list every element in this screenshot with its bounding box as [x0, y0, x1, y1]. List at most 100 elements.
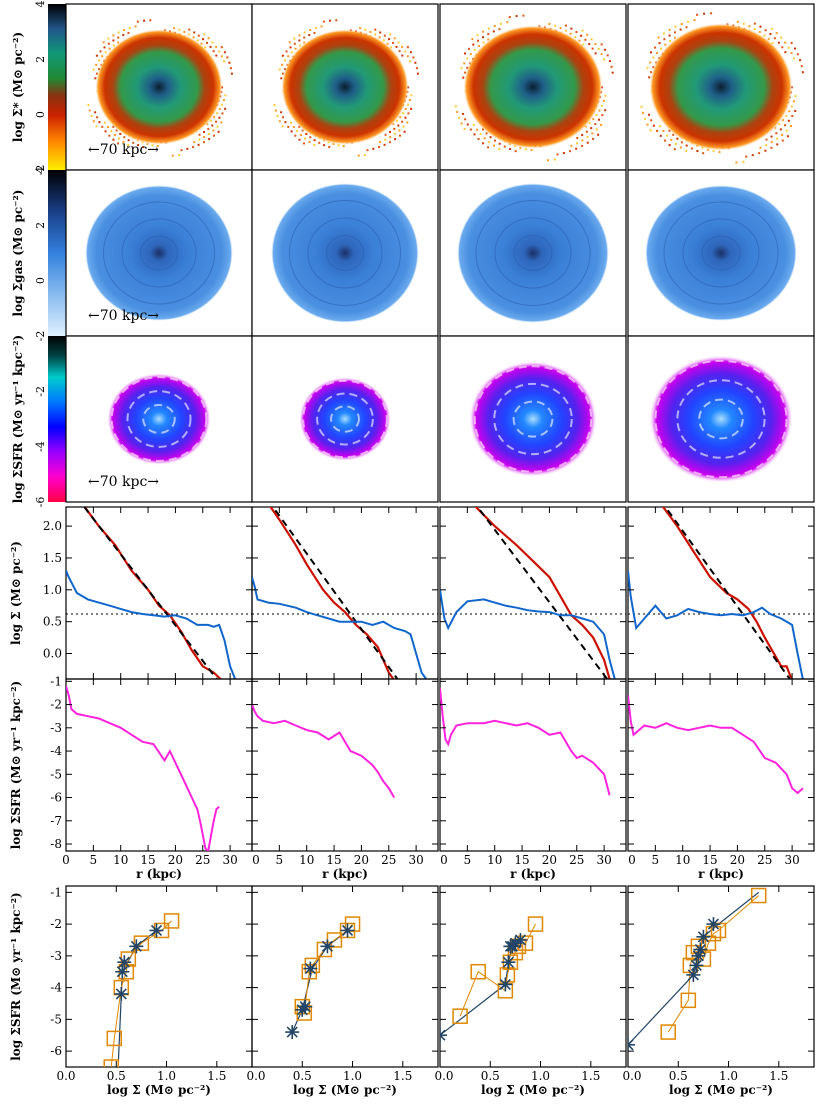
- star-particle: [406, 55, 409, 58]
- star-particle: [211, 41, 214, 44]
- star-particle: [696, 150, 699, 153]
- star-particle: [379, 31, 382, 34]
- x-tick-label: 10: [675, 853, 690, 867]
- star-particle: [94, 77, 97, 80]
- star-particle: [273, 104, 276, 107]
- star-particle: [753, 27, 756, 30]
- star-particle: [779, 128, 782, 131]
- star-particle: [641, 111, 644, 114]
- star-particle: [745, 155, 748, 158]
- star-particle: [92, 120, 95, 123]
- y-tick-label: 2.0: [43, 519, 62, 533]
- star-particle: [759, 25, 762, 28]
- x-tick-label: 0.0: [622, 1069, 641, 1083]
- plot-frame: [439, 506, 627, 680]
- plot-data: [440, 916, 544, 1043]
- star-particle: [608, 60, 611, 63]
- profile-panel: [439, 506, 627, 680]
- stellar-profile-line: [474, 507, 611, 679]
- colorbar-tick-label: -2: [34, 165, 47, 176]
- star-particle: [404, 50, 407, 53]
- star-particle: [659, 125, 662, 128]
- star-particle: [787, 46, 790, 49]
- star-particle: [668, 28, 671, 31]
- x-tick-label: 1.5: [581, 1069, 600, 1083]
- y-tick-label: 0.0: [43, 647, 62, 661]
- star-particle: [188, 33, 191, 36]
- star-particle: [785, 114, 788, 117]
- gas-map-panel: [439, 169, 627, 337]
- star-particle: [414, 61, 417, 64]
- x-tick-label: 0.5: [481, 1069, 500, 1083]
- star-particle: [575, 31, 578, 34]
- star-particle: [763, 34, 766, 37]
- star-particle: [192, 36, 195, 39]
- star-particle: [281, 54, 284, 57]
- star-particle: [410, 94, 413, 97]
- star-particle: [401, 120, 404, 123]
- plot-data: [66, 685, 220, 851]
- star-particle: [482, 142, 485, 145]
- stars-map-ylabel: log Σ* (M⊙ pc⁻²): [11, 32, 25, 142]
- star-particle: [119, 132, 122, 135]
- star-particle: [104, 51, 107, 54]
- star-particle: [493, 144, 496, 147]
- star-particle: [207, 37, 210, 40]
- sfr-panel: [251, 678, 439, 852]
- star-particle: [99, 50, 102, 53]
- star-particle: [590, 38, 593, 41]
- star-particle: [742, 22, 745, 25]
- star-particle: [391, 41, 394, 44]
- star-particle: [374, 33, 377, 36]
- star-particle: [654, 46, 657, 49]
- star-particle: [611, 71, 614, 74]
- stellar-profile-line: [661, 507, 793, 679]
- star-particle: [673, 148, 676, 151]
- star-particle: [458, 116, 461, 119]
- star-particle: [759, 146, 762, 149]
- ks-star-point: [513, 932, 528, 947]
- star-particle: [207, 132, 210, 135]
- star-particle: [586, 141, 589, 144]
- plot-data: [66, 507, 252, 679]
- star-particle: [799, 59, 802, 62]
- star-particle: [198, 133, 201, 136]
- star-particle: [132, 141, 135, 144]
- star-particle: [404, 108, 407, 111]
- plot-data: [628, 507, 814, 679]
- star-particle: [503, 145, 506, 148]
- star-particle: [598, 109, 601, 112]
- x-tick-label: 5: [652, 853, 660, 867]
- star-particle: [581, 29, 584, 32]
- star-particle: [570, 144, 573, 147]
- star-particle: [382, 39, 385, 42]
- star-particle: [673, 31, 676, 34]
- star-particle: [220, 46, 223, 49]
- colorbar-tick-label: -2: [34, 386, 47, 397]
- ks-star-point: [340, 923, 355, 938]
- star-particle: [498, 28, 501, 31]
- star-particle: [393, 127, 396, 130]
- spiral-gap: [302, 379, 388, 459]
- star-particle: [401, 45, 404, 48]
- x-tick-label: 15: [326, 853, 341, 867]
- plot-data: [440, 688, 611, 796]
- star-particle: [107, 42, 110, 45]
- star-particle: [786, 135, 789, 138]
- star-particle: [398, 129, 401, 132]
- star-particle: [397, 41, 400, 44]
- x-tick-label: 15: [140, 853, 155, 867]
- star-particle: [230, 72, 233, 75]
- star-particle: [790, 105, 793, 108]
- x-tick-label: 15: [702, 853, 717, 867]
- star-particle: [282, 116, 285, 119]
- star-particle: [402, 125, 405, 128]
- star-particle: [556, 153, 559, 156]
- star-particle: [460, 122, 463, 125]
- star-particle: [335, 19, 338, 22]
- star-particle: [415, 67, 418, 70]
- star-particle: [736, 20, 739, 23]
- star-particle: [790, 41, 793, 44]
- ks-star-point: [501, 955, 516, 970]
- star-particle: [208, 138, 211, 141]
